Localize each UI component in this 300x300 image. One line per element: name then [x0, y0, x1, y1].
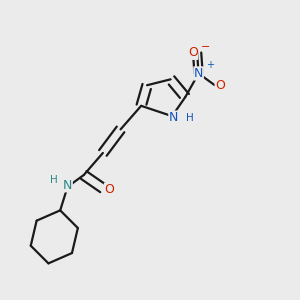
Text: −: − — [201, 42, 210, 52]
Text: N: N — [169, 111, 178, 124]
Text: +: + — [206, 60, 214, 70]
Text: O: O — [215, 79, 225, 92]
Text: H: H — [186, 112, 194, 123]
Text: N: N — [63, 179, 72, 192]
Text: H: H — [50, 175, 58, 185]
Text: O: O — [104, 183, 114, 196]
Text: N: N — [194, 67, 203, 80]
Text: O: O — [188, 46, 198, 59]
